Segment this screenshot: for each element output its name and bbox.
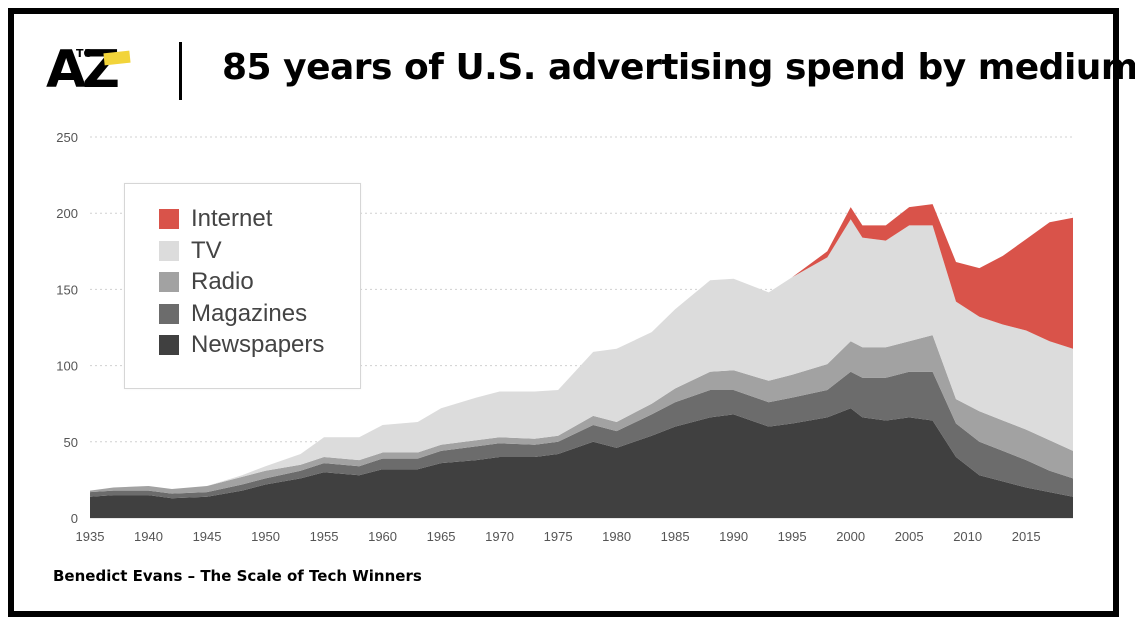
area-tv (90, 219, 1073, 491)
logo-to: TO (76, 47, 93, 60)
y-tick-label: 50 (64, 435, 78, 450)
legend-swatch (159, 335, 179, 355)
legend-swatch (159, 209, 179, 229)
x-tick-label: 2015 (1012, 529, 1041, 544)
x-tick-label: 1985 (661, 529, 690, 544)
legend-swatch (159, 272, 179, 292)
legend-item-radio: Radio (159, 268, 254, 295)
y-tick-label: 250 (56, 130, 78, 145)
source-credit: Benedict Evans – The Scale of Tech Winne… (53, 567, 422, 585)
x-tick-label: 1965 (427, 529, 456, 544)
x-tick-label: 1970 (485, 529, 514, 544)
legend-label: Radio (191, 268, 254, 295)
y-tick-label: 100 (56, 359, 78, 374)
brand-logo: AZ TO (46, 44, 136, 104)
legend-label: TV (191, 236, 222, 264)
legend-item-tv: TV (159, 236, 222, 264)
page-title: 85 years of U.S. advertising spend by me… (222, 47, 1135, 88)
x-tick-label: 1990 (719, 529, 748, 544)
chart-legend: Internet TV Radio Magazines Newspapers (124, 183, 361, 389)
y-tick-label: 200 (56, 206, 78, 221)
x-axis-ticks: 1935 1940 1945 1950 1955 1960 1965 1970 1975 1980… (76, 529, 1041, 544)
x-tick-label: 2010 (953, 529, 982, 544)
area-magazines (90, 371, 1073, 499)
x-tick-label: 1950 (251, 529, 280, 544)
x-tick-label: 2005 (895, 529, 924, 544)
legend-label: Newspapers (191, 331, 325, 358)
legend-label: Internet (191, 205, 273, 232)
y-axis-ticks: 0 50 100 150 200 250 (56, 130, 78, 526)
area-newspapers (90, 408, 1073, 518)
area-series (90, 204, 1073, 518)
x-tick-label: 1975 (544, 529, 573, 544)
x-tick-label: 2000 (836, 529, 865, 544)
legend-item-newspapers: Newspapers (159, 331, 325, 358)
legend-label: Magazines (191, 299, 308, 327)
x-tick-label: 1995 (778, 529, 807, 544)
x-tick-label: 1955 (310, 529, 339, 544)
legend-swatch (159, 240, 179, 261)
legend-item-internet: Internet (159, 205, 273, 232)
header-divider (179, 42, 182, 100)
x-tick-label: 1940 (134, 529, 163, 544)
x-tick-label: 1935 (76, 529, 105, 544)
legend-swatch (159, 303, 179, 324)
legend-item-magazines: Magazines (159, 299, 308, 327)
x-tick-label: 1960 (368, 529, 397, 544)
x-tick-label: 1980 (602, 529, 631, 544)
area-radio (90, 335, 1073, 494)
y-tick-label: 150 (56, 282, 78, 297)
y-tick-label: 0 (71, 511, 78, 526)
x-tick-label: 1945 (193, 529, 222, 544)
